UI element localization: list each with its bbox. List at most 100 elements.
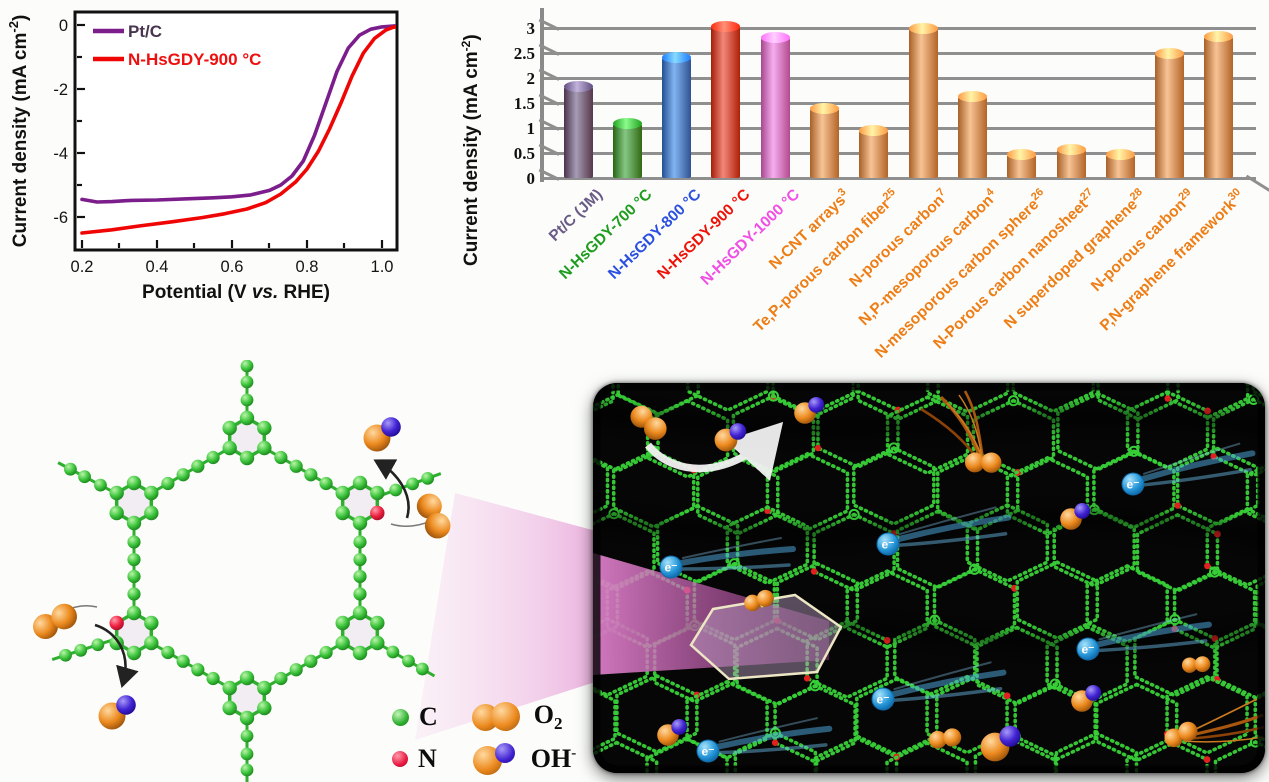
lsv-ticks [77, 23, 384, 248]
hex-cell [1245, 464, 1265, 524]
graphdiyne-mesh [593, 383, 1265, 773]
nitrogen-dot [883, 636, 891, 644]
o2-molecule [964, 452, 1002, 473]
lsv-ylabel: Current density (mA cm-2) [6, 15, 31, 248]
o2-molecule [416, 493, 451, 539]
bar [957, 90, 987, 178]
bar-y-tick: 1.5 [513, 94, 535, 113]
carbon-atom [239, 450, 255, 466]
carbon-atom [352, 475, 368, 491]
nitrogen-dot [771, 739, 779, 746]
nitrogen-dot [810, 568, 818, 575]
legend-row-2: N OH- [392, 743, 577, 776]
carbon-atom [109, 485, 124, 501]
hex-cell [645, 737, 729, 773]
hex-cell [852, 446, 936, 526]
hex-cell [1253, 690, 1265, 743]
legend-label-ptc: Pt/C [128, 22, 162, 41]
nitrogen-atom [370, 505, 385, 521]
carbon-atom [335, 505, 350, 521]
electron-badge-label: e⁻ [876, 693, 889, 707]
oh-molecule [98, 695, 136, 730]
nitrogen-dot [803, 675, 811, 682]
o2-molecule-icon [471, 702, 524, 732]
hex-cell [855, 676, 939, 757]
hex-cell [1172, 569, 1257, 650]
hex-cell [685, 679, 769, 760]
bar [1155, 48, 1185, 178]
carbon-atom [257, 420, 272, 436]
x-tick: 0.8 [296, 258, 319, 276]
hex-cell [1213, 739, 1265, 773]
release-arrow [645, 421, 784, 481]
carbon-atom [257, 440, 272, 456]
carbon-atom [335, 485, 350, 501]
carbon-atom [335, 615, 350, 631]
electron-badge: e⁻ [1076, 613, 1212, 661]
gridline [538, 93, 1256, 106]
hex-cell [593, 688, 617, 751]
bar [810, 103, 839, 178]
nitrogen-dot [1174, 502, 1181, 509]
hex-cell [845, 569, 930, 650]
nitrogen-label: N [418, 744, 437, 774]
orr-mechanism-panel: e⁻ e⁻ e⁻ e⁻ e⁻ e⁻ [593, 383, 1265, 773]
bar [1056, 144, 1086, 178]
bar [662, 52, 692, 178]
carbon-atom [222, 420, 237, 436]
oh-molecule [1071, 684, 1102, 712]
bar-y-tick: 1 [526, 119, 536, 138]
gridline [538, 18, 1256, 31]
free-molecules [32, 417, 451, 730]
x-tick: 1.0 [371, 258, 394, 276]
curve-ptc [80, 24, 396, 204]
bar [760, 32, 790, 178]
electron-badges: e⁻ e⁻ e⁻ e⁻ e⁻ e⁻ [659, 442, 1256, 763]
carbon-atom [144, 485, 159, 501]
electron-streak [889, 661, 1007, 703]
lsv-xlabel: Potential (V vs. RHE) [142, 282, 330, 303]
panel-vignette [593, 383, 1265, 773]
bar [612, 118, 642, 178]
oh-label: OH- [530, 744, 577, 774]
carbon-ball-icon [392, 708, 409, 726]
carbon-atom [257, 680, 272, 696]
nitrogen-dot [1203, 756, 1211, 763]
gridline [538, 118, 1256, 131]
electron-badge: e⁻ [1121, 442, 1256, 496]
hex-cell [593, 740, 659, 773]
bar-plot-area [538, 8, 1269, 195]
y-tick: 0 [59, 17, 68, 35]
legend-row-1: C O2 [392, 700, 576, 734]
carbon-atom [257, 700, 272, 716]
carbon-atom [222, 700, 237, 716]
hex-cell [1054, 731, 1139, 773]
nitrogen-dot [1003, 692, 1011, 700]
o2-molecule [1164, 721, 1198, 748]
electron-badge-label: e⁻ [1081, 643, 1094, 657]
carbon-atom [126, 515, 142, 531]
nitrogen-ball-icon [392, 751, 408, 768]
x-tick: 0.4 [146, 258, 169, 276]
carbon-atom [239, 710, 255, 726]
o2-molecule [1181, 656, 1211, 673]
gridline [538, 68, 1256, 81]
hex-cell [1255, 580, 1265, 630]
electron-streak [894, 506, 1012, 548]
carbon-atom [126, 645, 142, 661]
bar [859, 124, 889, 178]
carbon-atom [239, 670, 255, 686]
nitrogen-dot [1164, 395, 1171, 402]
carbon-atom [222, 440, 237, 456]
oh-molecule [980, 725, 1021, 762]
carbon-atom [144, 635, 159, 651]
o2-molecule [929, 728, 962, 749]
graphdiyne-molecule-panel [32, 360, 648, 782]
graphdiyne-framework [51, 360, 442, 782]
nitrogen-atom [109, 615, 124, 631]
hex-cell [1094, 682, 1179, 763]
carbon-atom [222, 680, 237, 696]
y-tick: -2 [53, 81, 68, 99]
bar-category-labels: Pt/C (JM) N-HsGDY-700 °C N-HsGDY-800 °C N-H… [445, 0, 1269, 372]
